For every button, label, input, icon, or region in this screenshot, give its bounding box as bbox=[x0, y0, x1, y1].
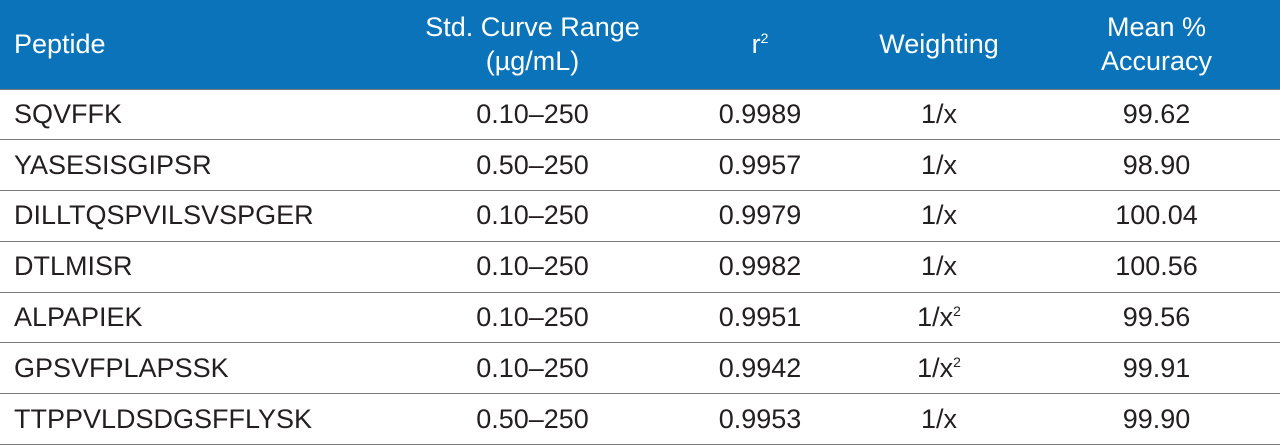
cell-r2: 0.9982 bbox=[718, 251, 802, 282]
weighting-base: 1/x bbox=[917, 352, 954, 383]
header-range: Std. Curve Range (µg/mL) bbox=[390, 0, 675, 89]
table-row: GPSVFPLAPSSK 0.10–250 0.9942 1/x2 99.91 bbox=[0, 343, 1280, 394]
header-accuracy-line2: Accuracy bbox=[1100, 46, 1213, 77]
cell-peptide: YASESISGIPSR bbox=[14, 149, 212, 180]
cell-accuracy: 100.56 bbox=[1115, 251, 1198, 282]
cell-range: 0.10–250 bbox=[476, 200, 589, 231]
header-row: Peptide Std. Curve Range (µg/mL) r2 Weig… bbox=[0, 0, 1280, 89]
cell-r2: 0.9957 bbox=[718, 149, 802, 180]
header-range-line2: (µg/mL) bbox=[485, 46, 580, 77]
weighting-base: 1/x bbox=[920, 403, 958, 434]
header-r2-sup: 2 bbox=[760, 30, 769, 47]
cell-r2: 0.9951 bbox=[718, 302, 802, 333]
weighting-base: 1/x bbox=[920, 98, 958, 129]
cell-r2: 0.9953 bbox=[718, 403, 802, 434]
cell-r2: 0.9979 bbox=[718, 200, 802, 231]
cell-range: 0.10–250 bbox=[476, 352, 589, 383]
cell-r2: 0.9989 bbox=[718, 98, 802, 129]
header-peptide-label: Peptide bbox=[14, 29, 106, 60]
cell-range: 0.50–250 bbox=[476, 149, 589, 180]
table-row: SQVFFK 0.10–250 0.9989 1/x 99.62 bbox=[0, 89, 1280, 140]
cell-peptide: TTPPVLDSDGSFFLYSK bbox=[14, 403, 313, 434]
cell-range: 0.50–250 bbox=[476, 403, 589, 434]
cell-weighting: 1/x bbox=[845, 241, 1033, 292]
cell-weighting: 1/x bbox=[845, 394, 1033, 445]
header-peptide: Peptide bbox=[0, 0, 390, 89]
cell-accuracy: 99.62 bbox=[1122, 98, 1191, 129]
table-row: DTLMISR 0.10–250 0.9982 1/x 100.56 bbox=[0, 241, 1280, 293]
header-r2-base: r bbox=[751, 29, 761, 60]
table-row: TTPPVLDSDGSFFLYSK 0.50–250 0.9953 1/x 99… bbox=[0, 394, 1280, 445]
table-row: ALPAPIEK 0.10–250 0.9951 1/x2 99.56 bbox=[0, 292, 1280, 343]
cell-peptide: ALPAPIEK bbox=[14, 302, 143, 333]
cell-weighting: 1/x2 bbox=[845, 343, 1033, 394]
weighting-base: 1/x bbox=[920, 149, 958, 180]
header-r2: r2 bbox=[675, 0, 845, 89]
cell-range: 0.10–250 bbox=[476, 302, 589, 333]
header-weighting-label: Weighting bbox=[879, 29, 999, 60]
cell-weighting: 1/x2 bbox=[845, 292, 1033, 343]
weighting-base: 1/x bbox=[917, 302, 954, 333]
weighting-sup: 2 bbox=[953, 303, 961, 320]
cell-peptide: SQVFFK bbox=[14, 98, 123, 129]
table-body: SQVFFK 0.10–250 0.9989 1/x 99.62 YASESIS… bbox=[0, 89, 1280, 445]
cell-accuracy: 99.56 bbox=[1122, 302, 1191, 333]
header-accuracy: Mean % Accuracy bbox=[1033, 0, 1280, 89]
cell-accuracy: 100.04 bbox=[1115, 200, 1198, 231]
cell-peptide: DTLMISR bbox=[14, 251, 133, 282]
cell-accuracy: 98.90 bbox=[1122, 149, 1191, 180]
weighting-sup: 2 bbox=[953, 353, 961, 370]
table-row: DILLTQSPVILSVSPGER 0.10–250 0.9979 1/x 1… bbox=[0, 191, 1280, 242]
cell-weighting: 1/x bbox=[845, 191, 1033, 242]
cell-range: 0.10–250 bbox=[476, 251, 589, 282]
table-row: YASESISGIPSR 0.50–250 0.9957 1/x 98.90 bbox=[0, 140, 1280, 191]
header-range-line1: Std. Curve Range bbox=[425, 12, 640, 43]
cell-weighting: 1/x bbox=[845, 140, 1033, 191]
cell-peptide: DILLTQSPVILSVSPGER bbox=[14, 200, 314, 231]
weighting-base: 1/x bbox=[920, 251, 958, 282]
cell-peptide: GPSVFPLAPSSK bbox=[14, 352, 229, 383]
cell-accuracy: 99.91 bbox=[1122, 352, 1191, 383]
header-weighting: Weighting bbox=[845, 0, 1033, 89]
table-header: Peptide Std. Curve Range (µg/mL) r2 Weig… bbox=[0, 0, 1280, 89]
cell-weighting: 1/x bbox=[845, 89, 1033, 140]
cell-r2: 0.9942 bbox=[718, 352, 802, 383]
weighting-base: 1/x bbox=[920, 200, 958, 231]
header-accuracy-line1: Mean % bbox=[1106, 12, 1207, 43]
cell-range: 0.10–250 bbox=[476, 98, 589, 129]
cell-accuracy: 99.90 bbox=[1122, 403, 1191, 434]
